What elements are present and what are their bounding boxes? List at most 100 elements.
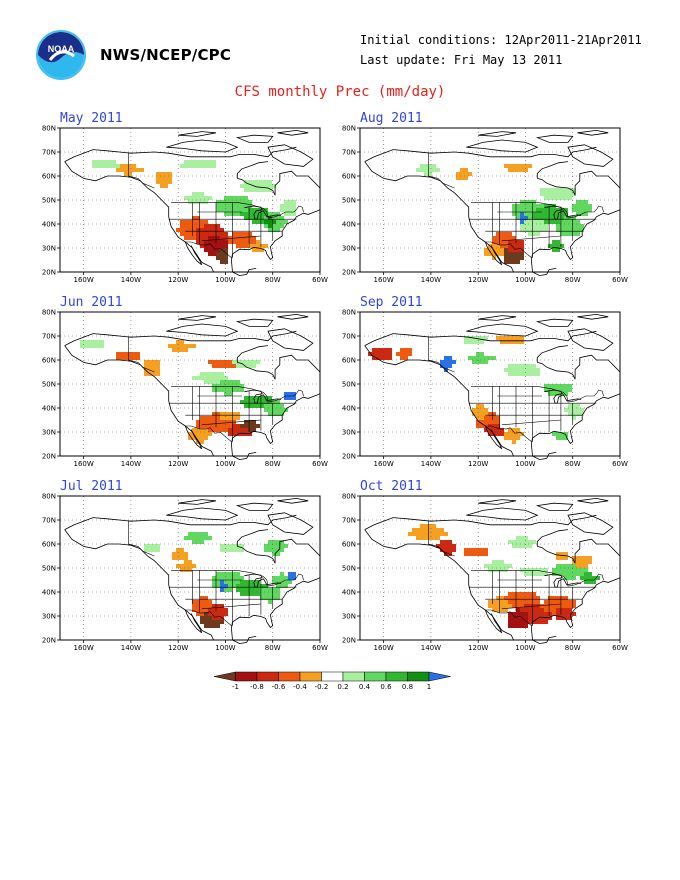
anomaly-cell — [224, 412, 228, 416]
anomaly-cell — [548, 216, 552, 220]
arctic-island — [235, 134, 274, 143]
border-line — [185, 241, 232, 258]
anomaly-cell — [572, 568, 576, 572]
anomaly-cell — [580, 568, 584, 572]
anomaly-cell — [548, 388, 552, 392]
anomaly-cell — [232, 388, 236, 392]
anomaly-cell — [200, 604, 204, 608]
anomaly-cell — [248, 432, 252, 436]
anomaly-cell — [228, 236, 232, 240]
anomaly-cell — [536, 368, 540, 372]
anomaly-cell — [216, 412, 220, 416]
anomaly-cell — [224, 384, 228, 388]
anomaly-cell — [552, 596, 556, 600]
anomaly-cell — [220, 240, 224, 244]
anomaly-cell — [420, 524, 424, 528]
anomaly-cell — [564, 384, 568, 388]
anomaly-cell — [276, 544, 280, 548]
lat-label: 70N — [42, 149, 56, 157]
anomaly-cell — [492, 564, 496, 568]
anomaly-cell — [248, 216, 252, 220]
coastline — [232, 452, 257, 461]
anomaly-cell — [184, 196, 188, 200]
lon-label: 140W — [121, 276, 141, 284]
anomaly-cell — [500, 564, 504, 568]
anomaly-cell — [532, 608, 536, 612]
anomaly-cell — [564, 216, 568, 220]
anomaly-cell — [164, 176, 168, 180]
anomaly-cell — [208, 616, 212, 620]
anomaly-cell — [212, 420, 216, 424]
anomaly-cell — [252, 220, 256, 224]
anomaly-cell — [504, 436, 508, 440]
anomaly-cell — [536, 568, 540, 572]
anomaly-cell — [568, 616, 572, 620]
anomaly-cell — [232, 200, 236, 204]
anomaly-cell — [188, 232, 192, 236]
lat-label: 70N — [42, 517, 56, 525]
anomaly-cell — [288, 208, 292, 212]
anomaly-cell — [232, 412, 236, 416]
anomaly-cell — [560, 572, 564, 576]
anomaly-cell — [272, 212, 276, 216]
anomaly-cell — [464, 548, 468, 552]
anomaly-cell — [560, 552, 564, 556]
anomaly-cell — [516, 212, 520, 216]
anomaly-cell — [188, 344, 192, 348]
anomaly-cell — [524, 604, 528, 608]
anomaly-cell — [532, 204, 536, 208]
anomaly-cell — [516, 368, 520, 372]
anomaly-cell — [568, 604, 572, 608]
anomaly-cell — [540, 216, 544, 220]
colorbar-swatch — [364, 671, 387, 682]
anomaly-cell — [380, 356, 384, 360]
anomaly-cell — [388, 356, 392, 360]
anomaly-cell — [184, 552, 188, 556]
coastline — [64, 345, 214, 457]
lat-label: 40N — [42, 221, 56, 229]
coastline — [64, 514, 297, 530]
anomaly-cell — [532, 200, 536, 204]
anomaly-cell — [216, 244, 220, 248]
anomaly-cell — [576, 412, 580, 416]
border-line — [185, 425, 232, 442]
anomaly-cell — [544, 388, 548, 392]
anomaly-cell — [244, 580, 248, 584]
anomaly-cell — [204, 600, 208, 604]
anomaly-cell — [104, 160, 108, 164]
anomaly-cell — [480, 408, 484, 412]
anomaly-cell — [420, 528, 424, 532]
anomaly-cell — [244, 216, 248, 220]
anomaly-cell — [500, 600, 504, 604]
anomaly-cell — [508, 596, 512, 600]
anomaly-cell — [248, 180, 252, 184]
anomaly-cell — [512, 252, 516, 256]
anomaly-cell — [268, 184, 272, 188]
anomaly-cell — [548, 612, 552, 616]
political-borders — [128, 337, 304, 442]
anomaly-cell — [508, 624, 512, 628]
anomaly-cell — [520, 596, 524, 600]
anomaly-cell — [180, 224, 184, 228]
anomaly-cell — [280, 584, 284, 588]
anomaly-cell — [388, 352, 392, 356]
anomaly-cell — [524, 568, 528, 572]
anomaly-cell — [192, 376, 196, 380]
anomaly-cell — [476, 412, 480, 416]
anomaly-cell — [228, 412, 232, 416]
anomaly-cell — [588, 576, 592, 580]
anomaly-cell — [368, 352, 372, 356]
anomaly-cell — [512, 204, 516, 208]
anomaly-cell — [268, 588, 272, 592]
colorbar-label: 0.4 — [359, 683, 371, 691]
anomaly-cell — [220, 380, 224, 384]
anomaly-cell — [220, 208, 224, 212]
anomaly-cell — [276, 592, 280, 596]
anomaly-cell — [496, 428, 500, 432]
colorbar: -1 -0.8 -0.6 -0.4 -0.2 0.2 0.4 0.6 0.8 1 — [213, 671, 451, 691]
anomaly-cell — [292, 572, 296, 576]
anomaly-cell — [144, 372, 148, 376]
